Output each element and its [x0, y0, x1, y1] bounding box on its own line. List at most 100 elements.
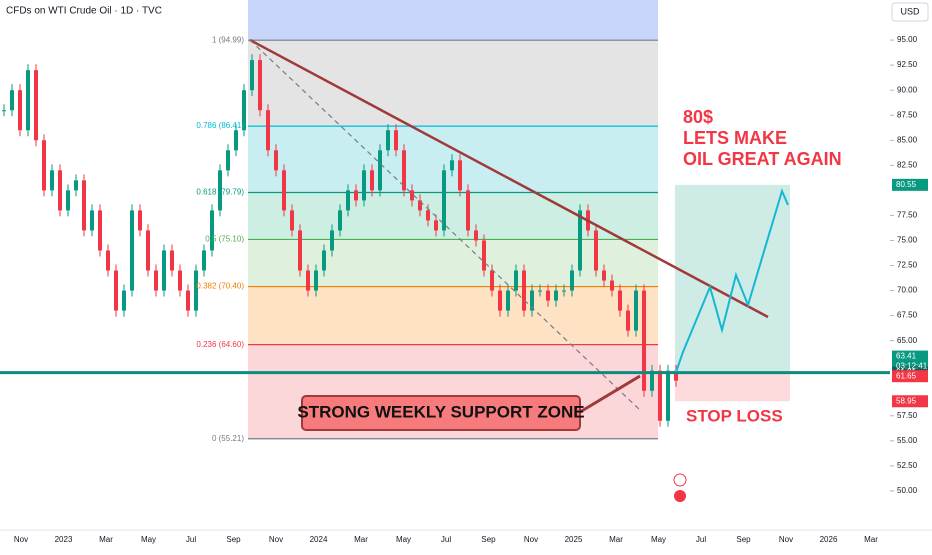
- candle-body: [186, 290, 190, 311]
- trend-line: [249, 38, 769, 319]
- fib-zone: [248, 126, 658, 193]
- candle-body: [18, 90, 22, 131]
- y-tick-label: 72.50: [897, 261, 918, 270]
- candle-body: [266, 110, 270, 151]
- candle-body: [98, 210, 102, 251]
- candle-body: [562, 290, 566, 292]
- candle-body: [626, 310, 630, 331]
- candle-body: [618, 290, 622, 311]
- candle-body: [610, 280, 614, 291]
- fib-label: 0.618 (79.79): [196, 188, 244, 197]
- price-badge-label: 63.41: [896, 352, 917, 361]
- candle-body: [514, 270, 518, 291]
- candle-body: [554, 290, 558, 301]
- y-tick-label: 65.00: [897, 336, 918, 345]
- fib-zone: [248, 286, 658, 345]
- price-badge-label: 61.65: [896, 371, 917, 380]
- price-badge-label: 58.95: [896, 396, 917, 405]
- candle-body: [474, 230, 478, 241]
- candle-body: [666, 370, 670, 421]
- y-tick-label: 57.50: [897, 411, 918, 420]
- y-tick-label: 50.00: [897, 486, 918, 495]
- y-tick-label: 92.50: [897, 60, 918, 69]
- y-tick-label: 82.50: [897, 160, 918, 169]
- x-tick-label: Nov: [269, 535, 283, 544]
- price-badge-label: 80.55: [896, 180, 917, 189]
- fib-label: 0.786 (86.41): [196, 121, 244, 130]
- candle-body: [178, 270, 182, 291]
- price-badge: [892, 370, 928, 383]
- candle-body: [218, 170, 222, 211]
- y-tick-label: 90.00: [897, 85, 918, 94]
- candle-body: [66, 190, 70, 211]
- candle-body: [450, 160, 454, 171]
- candle-body: [82, 180, 86, 231]
- candle-body: [170, 250, 174, 271]
- candle-body: [130, 210, 134, 291]
- stop-zone: [675, 372, 790, 402]
- candle-body: [114, 270, 118, 311]
- x-tick-label: Mar: [99, 535, 113, 544]
- candle-body: [378, 150, 382, 191]
- y-tick-label: 95.00: [897, 35, 918, 44]
- x-tick-label: Sep: [481, 535, 496, 544]
- candle-body: [154, 270, 158, 291]
- candle-body: [570, 270, 574, 291]
- currency: USD: [900, 6, 920, 16]
- candle-body: [282, 170, 286, 211]
- x-tick-label: 2023: [55, 535, 73, 544]
- countdown: 03:12:41: [896, 362, 928, 371]
- candle-body: [26, 70, 30, 131]
- candle-body: [426, 210, 430, 221]
- candle-body: [210, 210, 214, 251]
- candle-body: [466, 190, 470, 231]
- candle-body: [122, 290, 126, 311]
- x-tick-label: Jul: [696, 535, 706, 544]
- x-tick-label: Mar: [354, 535, 368, 544]
- candle-body: [290, 210, 294, 231]
- candle-body: [2, 110, 6, 112]
- y-tick-label: 55.00: [897, 436, 918, 445]
- fib-label: 0.5 (75.10): [205, 235, 244, 244]
- candle-body: [50, 170, 54, 191]
- candle-body: [42, 140, 46, 191]
- candle-body: [442, 170, 446, 231]
- price-axis: [890, 0, 932, 550]
- currency-box[interactable]: [891, 2, 929, 22]
- candle-body: [250, 60, 254, 91]
- highlight: [248, 0, 658, 40]
- target-text: OIL GREAT AGAIN: [683, 149, 842, 169]
- x-tick-label: May: [396, 535, 411, 544]
- candle-body: [274, 150, 278, 171]
- candle-body: [498, 290, 502, 311]
- candle-body: [74, 180, 78, 191]
- candle-body: [594, 230, 598, 271]
- candle-body: [314, 270, 318, 291]
- candle-body: [394, 130, 398, 151]
- y-tick-label: 85.00: [897, 135, 918, 144]
- fib-zone: [248, 40, 658, 127]
- candle-body: [90, 210, 94, 231]
- candle-body: [202, 250, 206, 271]
- x-tick-label: Sep: [226, 535, 241, 544]
- candle-body: [578, 210, 582, 271]
- y-tick-label: 87.50: [897, 110, 918, 119]
- y-tick-label: 70.00: [897, 286, 918, 295]
- fib-label: 0 (55.21): [212, 434, 244, 443]
- x-tick-label: Nov: [524, 535, 538, 544]
- target-text: LETS MAKE: [683, 128, 787, 148]
- candle-body: [386, 130, 390, 151]
- candle-body: [650, 370, 654, 391]
- candle-body: [298, 230, 302, 271]
- target-zone: [675, 184, 790, 373]
- support-box: [301, 395, 581, 431]
- candle-body: [354, 190, 358, 201]
- candle-body: [242, 90, 246, 131]
- candle-body: [634, 290, 638, 331]
- pointer: [579, 374, 641, 414]
- x-tick-label: 2024: [310, 535, 328, 544]
- y-tick-label: 77.50: [897, 211, 918, 220]
- price-badge: [892, 178, 928, 191]
- x-tick-label: Jul: [186, 535, 196, 544]
